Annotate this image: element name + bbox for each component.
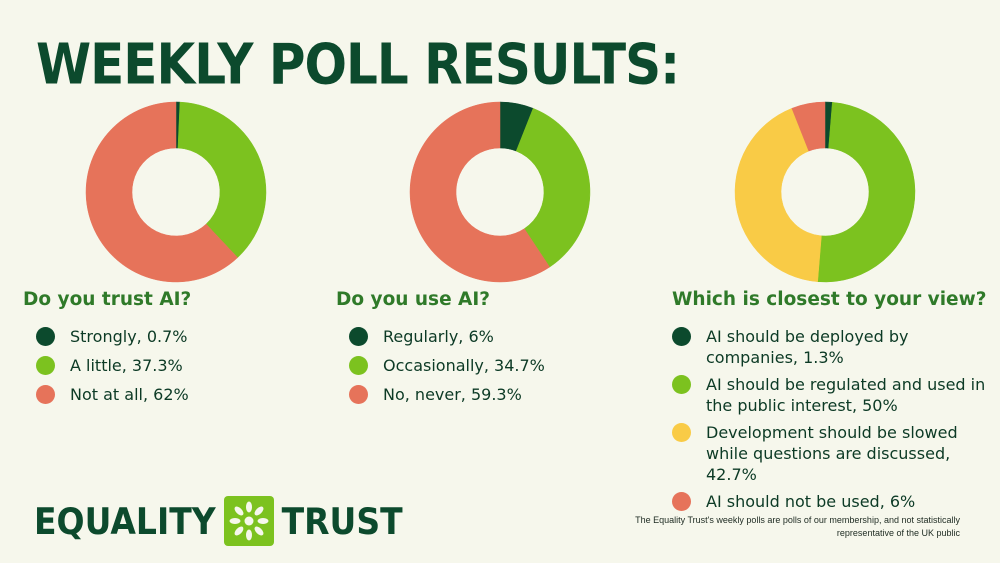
legend-item: No, never, 59.3% <box>349 384 629 405</box>
legend-item: Strongly, 0.7% <box>36 326 296 347</box>
legend-dot <box>36 356 55 375</box>
question-view: Which is closest to your view? <box>672 289 987 310</box>
donut-chart-view <box>734 101 916 283</box>
donut-chart-trust <box>85 101 267 283</box>
footnote: The Equality Trust's weekly polls are po… <box>635 515 960 538</box>
legend-item: AI should not be used, 6% <box>672 491 990 512</box>
legend-label: Strongly, 0.7% <box>70 327 188 346</box>
legend-dot <box>36 385 55 404</box>
legend-dot <box>349 385 368 404</box>
question-use: Do you use AI? <box>336 289 490 310</box>
donut-slice-2 <box>515 107 591 268</box>
logo-text-left: EQUALITY <box>34 499 216 543</box>
legend-label: AI should not be used, 6% <box>706 492 916 511</box>
legend-label: Occasionally, 34.7% <box>383 356 545 375</box>
question-trust: Do you trust AI? <box>23 289 192 310</box>
legend-label: AI should be deployed by companies, 1.3% <box>706 327 909 367</box>
legend-dot <box>36 327 55 346</box>
equality-trust-logo: EQUALITY TRUST <box>34 494 403 548</box>
legend-label: Regularly, 6% <box>383 327 494 346</box>
logo-text-right: TRUST <box>281 499 403 543</box>
donut-slice-3 <box>409 101 550 283</box>
legend-item: AI should be deployed by companies, 1.3% <box>672 326 990 368</box>
legend-use: Regularly, 6% Occasionally, 34.7% No, ne… <box>349 326 629 413</box>
legend-item: Not at all, 62% <box>36 384 296 405</box>
donut-slice-4 <box>791 101 826 152</box>
legend-dot <box>349 327 368 346</box>
legend-label: Not at all, 62% <box>70 385 189 404</box>
legend-item: AI should be regulated and used in the p… <box>672 374 990 416</box>
legend-label: AI should be regulated and used in the p… <box>706 375 986 415</box>
legend-dot <box>672 327 691 346</box>
legend-label: A little, 37.3% <box>70 356 183 375</box>
legend-dot <box>672 423 691 442</box>
legend-dot <box>349 356 368 375</box>
page-title: WEEKLY POLL RESULTS: <box>36 32 680 97</box>
legend-dot <box>672 375 691 394</box>
legend-item: Development should be slowed while quest… <box>672 422 990 485</box>
donut-slice-3 <box>734 107 822 282</box>
legend-view: AI should be deployed by companies, 1.3%… <box>672 326 990 518</box>
legend-trust: Strongly, 0.7% A little, 37.3% Not at al… <box>36 326 296 413</box>
legend-item: Regularly, 6% <box>349 326 629 347</box>
flower-icon <box>223 496 274 546</box>
legend-dot <box>672 492 691 511</box>
donut-slice-2 <box>817 102 916 283</box>
donut-slice-2 <box>177 101 267 258</box>
legend-label: Development should be slowed while quest… <box>706 423 958 484</box>
donut-chart-use <box>409 101 591 283</box>
legend-label: No, never, 59.3% <box>383 385 522 404</box>
legend-item: Occasionally, 34.7% <box>349 355 629 376</box>
donut-slice-3 <box>85 101 238 283</box>
flower-icon-graphic <box>229 501 269 541</box>
legend-item: A little, 37.3% <box>36 355 296 376</box>
